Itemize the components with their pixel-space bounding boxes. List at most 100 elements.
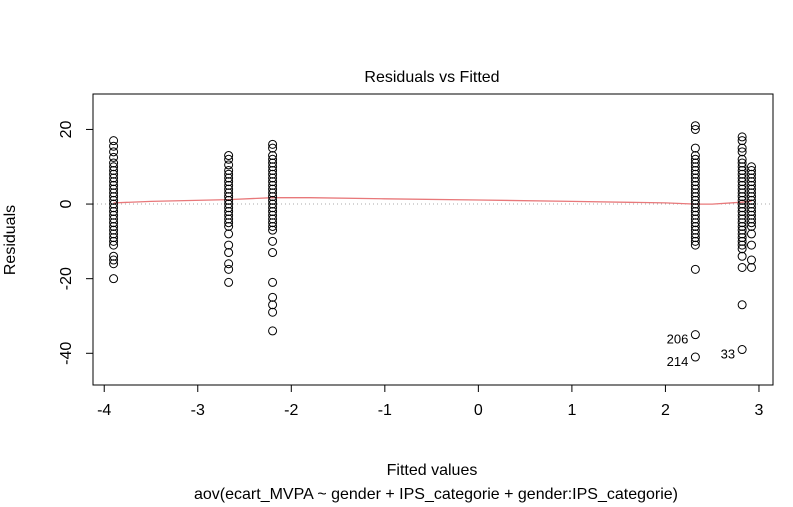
data-point — [737, 147, 747, 157]
data-point — [109, 152, 119, 162]
data-point — [746, 173, 756, 183]
data-point — [737, 251, 747, 261]
data-point — [268, 158, 278, 168]
data-point — [746, 169, 756, 179]
data-point — [268, 195, 278, 205]
point-label-layer: 206 214 33 — [667, 332, 735, 369]
data-point — [737, 233, 747, 243]
data-point — [224, 160, 234, 170]
data-point — [268, 151, 278, 161]
data-point — [268, 292, 278, 302]
data-point — [268, 236, 278, 246]
data-point — [268, 162, 278, 172]
data-point — [109, 210, 119, 220]
data-point — [109, 147, 119, 157]
data-point — [746, 262, 756, 272]
x-tick-label: -2 — [284, 402, 298, 419]
data-point — [690, 218, 700, 228]
data-point — [737, 184, 747, 194]
data-point — [737, 177, 747, 187]
y-tick-label: 0 — [58, 200, 75, 209]
y-axis-label: Residuals — [2, 205, 19, 275]
data-point — [268, 139, 278, 149]
data-point — [109, 141, 119, 151]
data-point — [224, 240, 234, 250]
data-point — [690, 124, 700, 134]
data-point — [224, 199, 234, 209]
y-tick-label: -40 — [58, 342, 75, 365]
data-point — [109, 136, 119, 146]
x-tick-label: 1 — [567, 402, 576, 419]
data-point — [268, 165, 278, 175]
data-point — [224, 259, 234, 269]
data-point — [737, 214, 747, 224]
model-formula-label: aov(ecart_MVPA ~ gender + IPS_categorie … — [194, 486, 678, 503]
y-tick-label: -20 — [58, 267, 75, 290]
data-point — [690, 154, 700, 164]
data-point — [690, 233, 700, 243]
data-point — [268, 184, 278, 194]
data-point — [746, 180, 756, 190]
data-point — [690, 180, 700, 190]
x-tick-label: 0 — [474, 402, 483, 419]
data-point — [746, 162, 756, 172]
data-point — [690, 207, 700, 217]
data-point — [746, 218, 756, 228]
data-point — [737, 218, 747, 228]
data-point — [737, 345, 747, 355]
data-point — [737, 188, 747, 198]
data-point — [746, 240, 756, 250]
data-point — [109, 259, 119, 269]
data-point — [737, 192, 747, 202]
data-point — [224, 184, 234, 194]
data-point — [746, 192, 756, 202]
data-point — [737, 169, 747, 179]
x-tick-label: -3 — [191, 402, 205, 419]
data-point — [690, 352, 700, 362]
data-point — [746, 203, 756, 213]
data-point — [737, 180, 747, 190]
data-point — [224, 177, 234, 187]
y-axis: -40 -20 0 20 — [58, 120, 94, 365]
data-point — [224, 221, 234, 231]
data-point — [109, 180, 119, 190]
data-point — [690, 158, 700, 168]
data-point — [746, 184, 756, 194]
data-point — [268, 154, 278, 164]
data-point — [109, 233, 119, 243]
points-layer — [109, 121, 756, 362]
data-point — [690, 199, 700, 209]
data-point — [690, 184, 700, 194]
x-tick-label: -1 — [378, 402, 392, 419]
data-point — [268, 214, 278, 224]
data-point — [746, 221, 756, 231]
data-point — [109, 225, 119, 235]
data-point — [690, 264, 700, 274]
data-point — [224, 173, 234, 183]
point-label: 206 — [667, 332, 689, 347]
data-point — [109, 214, 119, 224]
data-point — [690, 225, 700, 235]
data-point — [690, 162, 700, 172]
data-point — [737, 236, 747, 246]
data-point — [268, 192, 278, 202]
data-point — [109, 195, 119, 205]
data-point — [268, 277, 278, 287]
data-point — [109, 162, 119, 172]
data-point — [746, 210, 756, 220]
data-point — [737, 203, 747, 213]
data-point — [268, 169, 278, 179]
data-point — [737, 165, 747, 175]
data-point — [268, 300, 278, 310]
data-point — [268, 218, 278, 228]
data-point — [690, 188, 700, 198]
data-point — [690, 214, 700, 224]
data-point — [224, 151, 234, 161]
point-label: 33 — [721, 347, 735, 362]
data-point — [690, 330, 700, 340]
data-point — [224, 207, 234, 217]
data-point — [224, 192, 234, 202]
x-tick-label: 3 — [755, 402, 764, 419]
data-point — [737, 173, 747, 183]
